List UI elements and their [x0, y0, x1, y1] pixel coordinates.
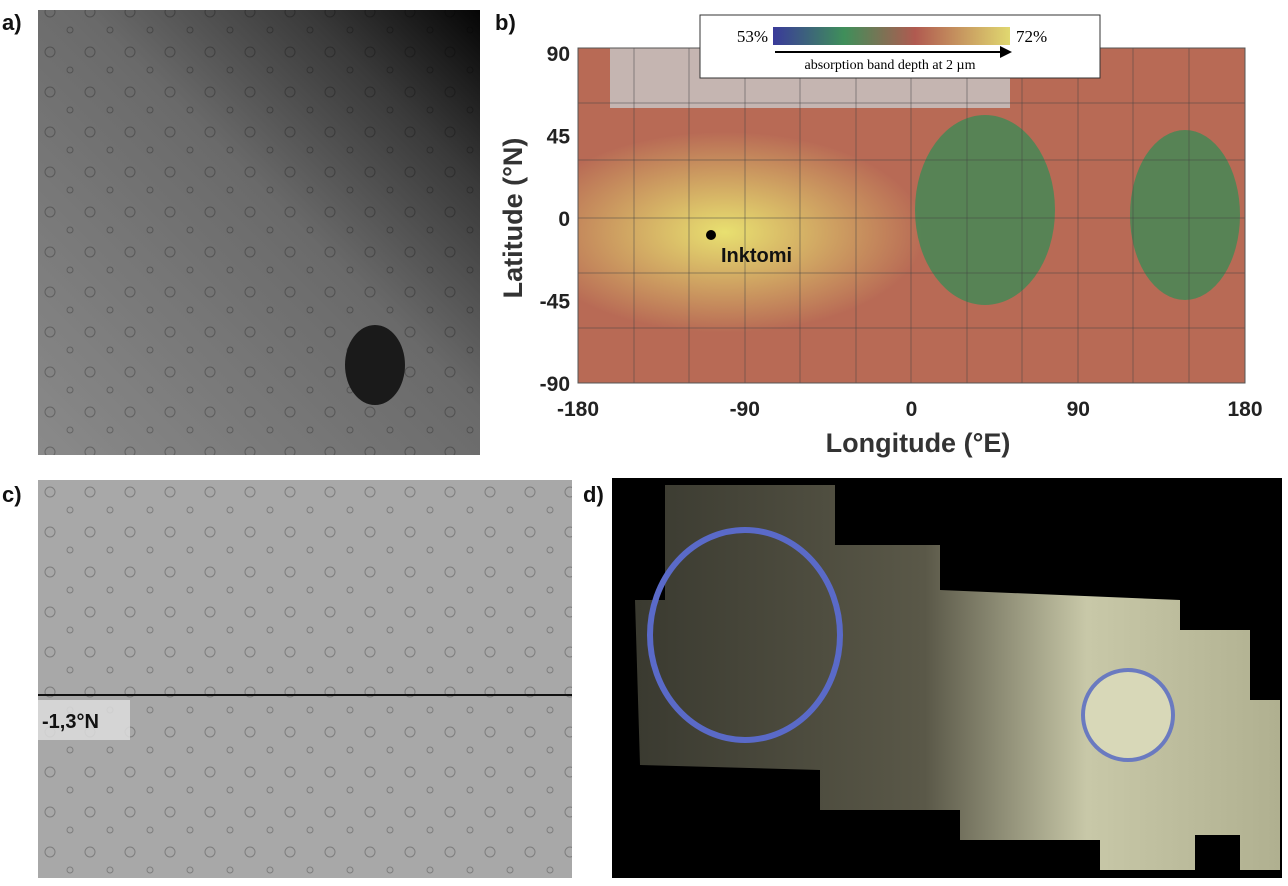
y-axis-title: Latitude (°N)	[498, 138, 528, 299]
annotation-box	[38, 700, 130, 740]
annotation: -1,3°N	[42, 711, 99, 733]
mosaic-image	[635, 485, 1280, 870]
crater	[345, 325, 405, 405]
arrow-head	[1000, 46, 1012, 58]
x-tick-label: -180	[557, 398, 599, 421]
colorbar-max: 72%	[1016, 27, 1047, 46]
colorbar-caption: absorption band depth at 2 µm	[805, 58, 976, 73]
y-tick-label: 0	[558, 208, 570, 231]
crater-rim	[1081, 668, 1175, 762]
panel-label: d)	[583, 482, 604, 507]
marker-dot	[706, 230, 716, 240]
map-green	[1130, 130, 1240, 300]
y-tick-label: -45	[540, 291, 571, 314]
crater-texture	[38, 480, 572, 878]
colorbar-box	[699, 14, 1101, 79]
x-tick-label: 0	[906, 398, 918, 421]
marker-label: Inktomi	[721, 245, 792, 267]
y-tick-label: 90	[547, 43, 570, 66]
map-grid	[578, 48, 1245, 383]
x-tick-label: -90	[730, 398, 760, 421]
y-tick-label: -90	[540, 373, 570, 396]
map-green	[915, 115, 1055, 305]
y-tick-label: 45	[547, 126, 571, 149]
x-tick-label: 180	[1227, 398, 1262, 421]
colorbar-min: 53%	[737, 27, 768, 46]
panel-label: c)	[2, 482, 22, 507]
x-tick-label: 90	[1067, 398, 1090, 421]
colorbar	[773, 27, 1010, 45]
crater-rim	[647, 527, 843, 743]
panel-label: a)	[2, 10, 22, 35]
panel-label: b)	[495, 10, 516, 35]
crater-texture	[38, 10, 480, 455]
x-axis-title: Longitude (°E)	[826, 428, 1011, 458]
